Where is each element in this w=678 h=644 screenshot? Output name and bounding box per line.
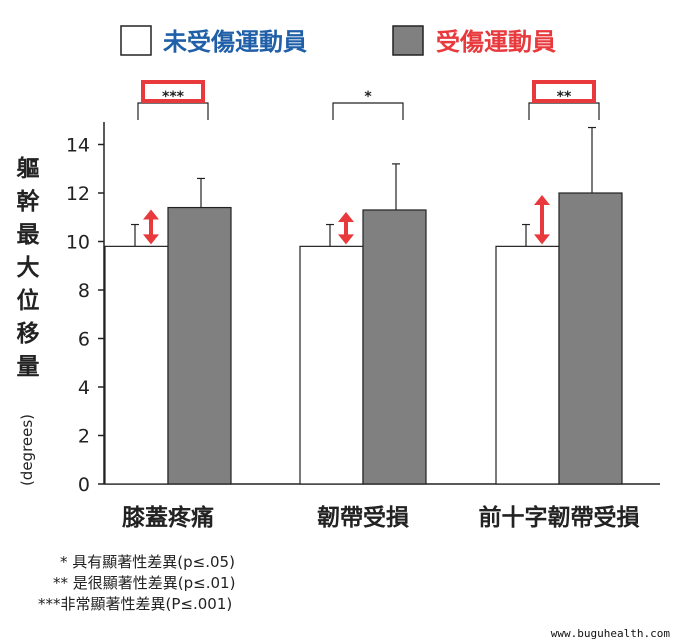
y-tick-label: 14 bbox=[66, 135, 90, 157]
significance-bracket bbox=[137, 102, 209, 120]
bar-injured bbox=[167, 206, 232, 485]
bar-uninjured bbox=[104, 245, 169, 485]
y-tick-label: 4 bbox=[78, 377, 90, 399]
watermark: www.buguhealth.com bbox=[550, 627, 670, 640]
footnote-1: * 具有顯著性差異(p≤.05) bbox=[60, 553, 235, 571]
legend-swatch-uninjured bbox=[120, 25, 152, 56]
arrow-head-up bbox=[338, 211, 354, 222]
y-tick-label: 12 bbox=[66, 183, 90, 205]
y-axis-title-char: 移 bbox=[17, 321, 40, 347]
arrow-head-down bbox=[143, 234, 159, 245]
significance-highlight-box bbox=[532, 80, 596, 103]
bar-uninjured bbox=[495, 245, 560, 485]
category-label: 韌帶受損 bbox=[317, 504, 409, 531]
significance-highlight-box bbox=[141, 80, 205, 103]
y-tick-label: 6 bbox=[78, 329, 90, 351]
y-tick-label: 8 bbox=[78, 280, 90, 302]
significance-bracket bbox=[332, 102, 404, 120]
arrow-head-down bbox=[338, 234, 354, 245]
bar-injured bbox=[362, 209, 427, 485]
y-axis-title-char: 量 bbox=[17, 354, 40, 380]
category-label: 前十字韌帶受損 bbox=[479, 504, 640, 531]
arrow-head-down bbox=[534, 234, 550, 245]
significance-label: *** bbox=[162, 89, 185, 105]
y-tick-label: 10 bbox=[66, 232, 90, 254]
significance-label: * bbox=[364, 89, 372, 105]
footnote-3: ***非常顯著性差異(P≤.001) bbox=[38, 595, 233, 613]
y-axis-title-char: 幹 bbox=[17, 188, 41, 215]
y-tick-label: 0 bbox=[78, 474, 90, 496]
legend-label-uninjured: 未受傷運動員 bbox=[163, 28, 307, 56]
significance-bracket bbox=[528, 102, 600, 120]
y-axis-title-char: 軀 bbox=[16, 155, 40, 182]
y-tick-label: 2 bbox=[78, 426, 90, 448]
legend-swatch-injured bbox=[392, 25, 424, 56]
legend-label-injured: 受傷運動員 bbox=[436, 28, 556, 56]
significance-label: ** bbox=[557, 89, 572, 105]
bar-uninjured bbox=[299, 245, 364, 485]
arrow-head-up bbox=[143, 209, 159, 220]
arrow-head-up bbox=[534, 195, 550, 205]
y-axis-title-char: 最 bbox=[17, 222, 41, 248]
category-label: 膝蓋疼痛 bbox=[122, 504, 214, 531]
y-axis-title-char: 位 bbox=[17, 287, 40, 314]
y-axis-unit: (degrees) bbox=[18, 414, 36, 486]
footnotes: * 具有顯著性差異(p≤.05) ** 是很顯著性差異(p≤.01) ***非常… bbox=[38, 552, 235, 615]
y-axis-title-char: 大 bbox=[17, 255, 40, 281]
bar-injured bbox=[558, 192, 623, 485]
footnote-2: ** 是很顯著性差異(p≤.01) bbox=[53, 574, 236, 592]
